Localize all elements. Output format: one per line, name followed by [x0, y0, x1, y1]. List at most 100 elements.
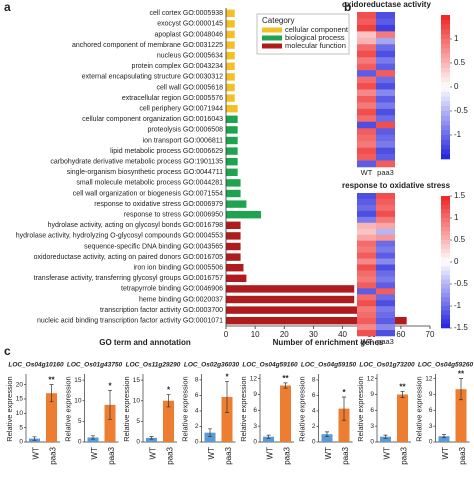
colorbar-segment	[441, 310, 450, 316]
bar	[46, 393, 57, 442]
y-tick-label: protein complex GO:0043234	[132, 63, 224, 70]
heat-cell	[376, 102, 395, 110]
column-label: paa3	[377, 168, 394, 177]
heat-cell	[357, 31, 376, 39]
y-tick-label: single-organism biosynthetic process GO:…	[67, 169, 223, 176]
y-tick-label: 6	[370, 407, 374, 414]
colorbar-segment	[441, 226, 450, 232]
heat-cell	[357, 24, 376, 32]
y-tick-label: 15	[16, 396, 24, 403]
colorbar-segment	[441, 314, 450, 320]
error-bar	[91, 435, 95, 440]
colorbar-tick-label: -1.5	[454, 323, 468, 332]
colorbar-segment	[441, 34, 450, 40]
heat-cell	[376, 234, 395, 241]
colorbar-segment	[441, 19, 450, 25]
y-tick-label: 6	[195, 392, 199, 399]
x-tick-label: paa3	[341, 446, 350, 464]
colorbar-tick-label: 1	[454, 34, 459, 43]
bar	[226, 200, 247, 208]
y-tick-label: 15	[133, 377, 141, 384]
heat-cell	[376, 18, 395, 26]
y-tick-label: 12	[367, 375, 375, 382]
heat-cell	[376, 24, 395, 32]
x-tick-label: WT	[90, 447, 99, 460]
colorbar-segment	[441, 270, 450, 276]
y-tick-label: exocyst GO:0000145	[157, 21, 223, 28]
significance-label: **	[282, 374, 289, 383]
heat-cell	[357, 198, 376, 206]
colorbar-segment	[441, 120, 450, 126]
y-tick-label: 10	[133, 397, 141, 404]
x-tick-label: paa3	[400, 446, 409, 464]
heat-cell	[357, 102, 376, 110]
y-tick-label: transcription factor activity GO:0003700	[100, 307, 223, 314]
colorbar-segment	[441, 231, 450, 236]
y-tick-label: 9	[370, 391, 374, 398]
heat-cell	[357, 252, 376, 259]
bar	[226, 83, 235, 92]
y-tick-label: ion transport GO:0006811	[143, 137, 224, 144]
legend-swatch	[262, 27, 282, 33]
colorbar-segment	[441, 235, 450, 241]
error-bar	[108, 390, 112, 420]
y-tick-label: hydrolase activity, acting on glycosyl b…	[48, 222, 223, 229]
heat-cell	[357, 37, 376, 45]
error-bar	[208, 428, 212, 437]
heat-cell	[357, 282, 376, 289]
x-tick-label: 70	[426, 330, 435, 339]
bar	[226, 30, 235, 39]
y-tick-label: 0	[429, 439, 433, 446]
heat-cell	[357, 128, 376, 136]
heat-cell	[376, 37, 395, 45]
colorbar-segment	[441, 15, 450, 21]
colorbar-tick-label: 0	[454, 257, 459, 266]
chart-title: LOC_Os02g36030	[184, 362, 240, 369]
colorbar-tick-label: 1	[454, 213, 459, 222]
heatmap-title: oxidoreductase activity	[342, 0, 431, 9]
y-axis-label: Relative expression	[122, 376, 131, 441]
y-tick-label: 3	[429, 423, 433, 430]
colorbar-segment	[441, 222, 450, 228]
bar	[146, 437, 157, 442]
heat-cell	[376, 134, 395, 142]
heat-cell	[376, 70, 395, 77]
x-tick-label: WT	[441, 447, 450, 460]
heat-cell	[357, 115, 376, 123]
heat-cell	[376, 57, 395, 64]
y-tick-label: cellular component organization GO:00160…	[82, 116, 223, 123]
y-tick-label: 9	[429, 391, 433, 398]
y-tick-label: cell wall organization or biogenesis GO:…	[73, 190, 223, 197]
heat-cell	[357, 12, 376, 19]
colorbar-segment	[441, 292, 450, 298]
bar	[226, 9, 235, 18]
colorbar-segment	[441, 72, 450, 78]
colorbar-segment	[441, 253, 450, 258]
heat-cell	[376, 312, 395, 319]
y-tick-label: 10	[74, 397, 82, 404]
column-label: WT	[361, 337, 373, 346]
x-tick-label: 20	[280, 330, 289, 339]
heat-cell	[357, 216, 376, 224]
colorbar-segment	[441, 144, 450, 150]
colorbar-tick-label: 1.5	[454, 191, 466, 200]
x-tick-label: 10	[251, 330, 260, 339]
heat-cell	[376, 160, 395, 168]
y-axis-label: Relative expression	[180, 376, 189, 441]
colorbar-segment	[441, 39, 450, 45]
heat-cell	[376, 108, 395, 116]
heat-cell	[376, 228, 395, 236]
y-axis-label: Relative expression	[356, 376, 365, 441]
bar	[321, 434, 333, 442]
y-tick-label: 5	[19, 424, 23, 431]
colorbar-segment	[441, 53, 450, 59]
heat-cell	[376, 31, 395, 39]
x-tick-label: WT	[149, 447, 158, 460]
y-tick-label: anchored component of membrane GO:003122…	[72, 42, 223, 49]
heat-cell	[376, 154, 395, 161]
legend-swatch	[262, 35, 282, 41]
y-tick-label: 4	[312, 408, 316, 415]
heat-cell	[357, 57, 376, 64]
heat-cell	[357, 89, 376, 97]
y-tick-label: proteolysis GO:0006508	[148, 127, 224, 134]
